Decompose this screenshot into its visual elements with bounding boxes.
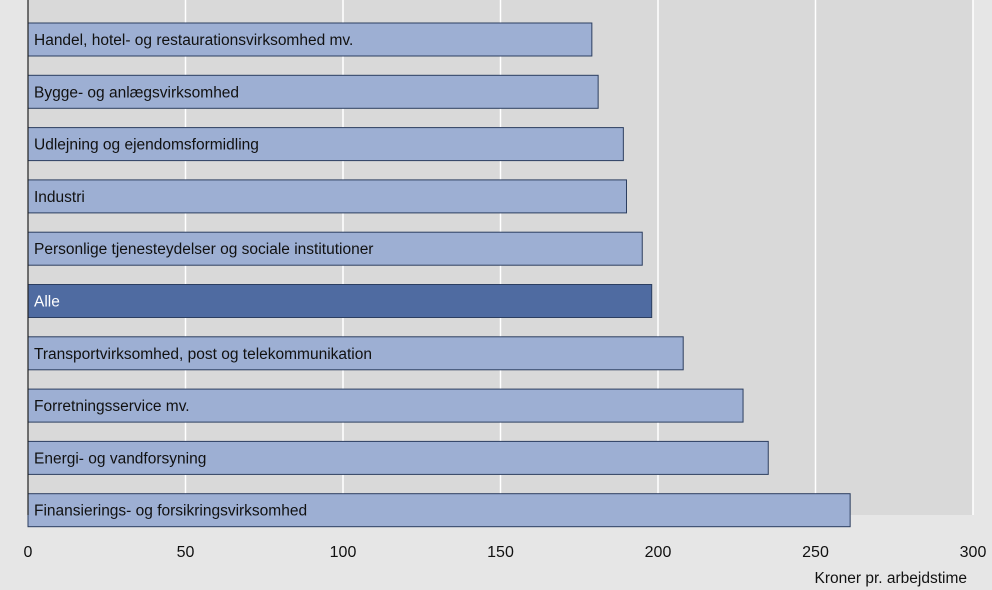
x-tick-label: 150 bbox=[487, 544, 514, 561]
bar: Transportvirksomhed, post og telekommuni… bbox=[27, 336, 684, 371]
bar-rect bbox=[27, 231, 643, 266]
bar: Energi- og vandforsyning bbox=[27, 440, 769, 475]
bar-label: Energi- og vandforsyning bbox=[34, 450, 206, 467]
bar-label: Handel, hotel- og restaurationsvirksomhe… bbox=[34, 32, 353, 49]
bar-label: Finansierings- og forsikringsvirksomhed bbox=[34, 503, 307, 520]
bar: Handel, hotel- og restaurationsvirksomhe… bbox=[27, 22, 593, 57]
bar: Personlige tjenesteydelser og sociale in… bbox=[27, 231, 643, 266]
bar: Forretningsservice mv. bbox=[27, 388, 744, 423]
bar: Industri bbox=[27, 179, 627, 214]
bar-rect bbox=[27, 179, 627, 214]
bars: Handel, hotel- og restaurationsvirksomhe… bbox=[27, 22, 851, 528]
bar-rect bbox=[27, 388, 744, 423]
bar-label: Transportvirksomhed, post og telekommuni… bbox=[34, 346, 372, 363]
bar-rect bbox=[27, 284, 653, 318]
bar-label: Personlige tjenesteydelser og sociale in… bbox=[34, 241, 373, 258]
x-tick-label: 300 bbox=[960, 544, 987, 561]
bar-rect bbox=[27, 493, 851, 528]
x-tick-label: 0 bbox=[24, 544, 33, 561]
bar: Bygge- og anlægsvirksomhed bbox=[27, 74, 599, 109]
bar-highlight: Alle bbox=[27, 284, 653, 318]
bar-label: Udlejning og ejendomsformidling bbox=[34, 137, 259, 154]
bar-label: Industri bbox=[34, 189, 85, 206]
bar-rect bbox=[27, 127, 624, 162]
bar-rect bbox=[27, 336, 684, 371]
x-tick-label: 50 bbox=[177, 544, 195, 561]
bar-rect bbox=[27, 22, 593, 57]
bar-label: Bygge- og anlægsvirksomhed bbox=[34, 84, 239, 101]
x-axis-ticks: 0 50 100 150 200 250 300 bbox=[24, 544, 987, 561]
x-tick-label: 100 bbox=[330, 544, 357, 561]
x-tick-label: 200 bbox=[645, 544, 672, 561]
bar-label: Forretningsservice mv. bbox=[34, 398, 190, 415]
x-axis-title: Kroner pr. arbejdstime bbox=[815, 570, 968, 587]
bar: Udlejning og ejendomsformidling bbox=[27, 127, 624, 162]
bar: Finansierings- og forsikringsvirksomhed bbox=[27, 493, 851, 528]
bar-label: Alle bbox=[34, 294, 60, 311]
x-tick-label: 250 bbox=[802, 544, 829, 561]
